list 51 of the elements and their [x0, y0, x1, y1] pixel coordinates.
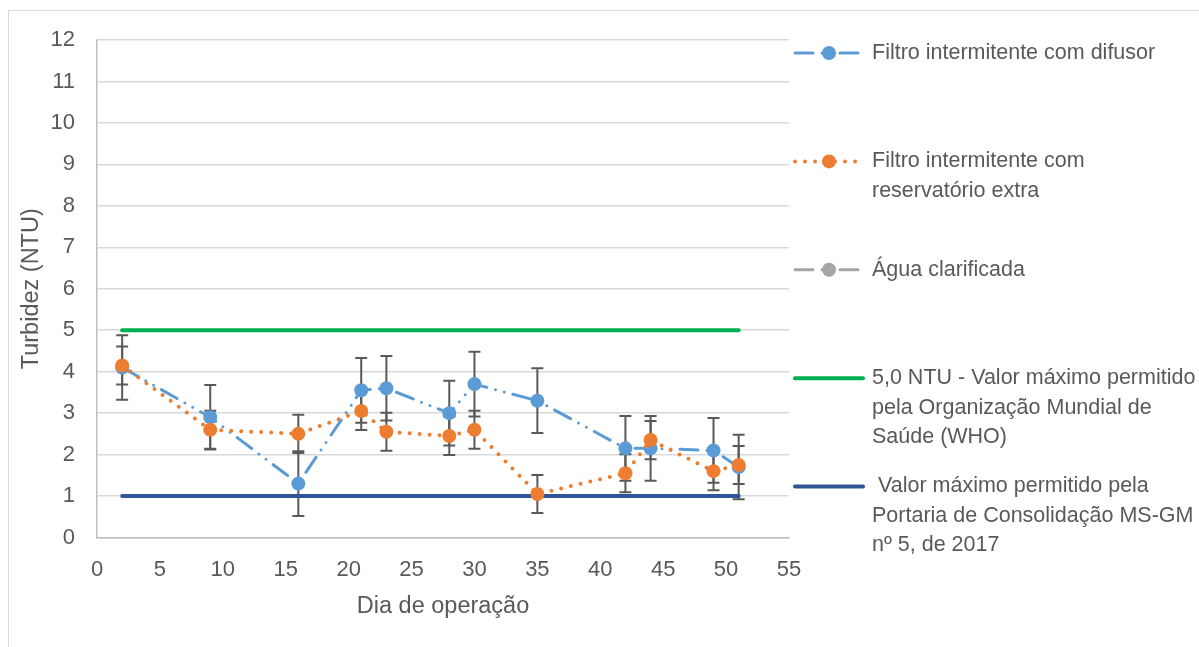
point: [203, 410, 218, 425]
y-tick-label: 12: [50, 26, 75, 52]
y-tick-label: 0: [62, 523, 75, 549]
x-tick-label: 35: [525, 555, 550, 581]
y-tick-label: 9: [62, 150, 75, 176]
point: [291, 426, 306, 441]
point: [379, 424, 394, 439]
point: [467, 377, 482, 392]
legend-label: 5,0 NTU - Valor máximo permitido pela Organização Mundial de Saúde (WHO): [872, 365, 1196, 449]
y-tick-label: 8: [62, 191, 75, 217]
x-tick-label: 10: [210, 555, 236, 581]
x-tick-label: 20: [336, 555, 361, 581]
y-tick-label: 2: [62, 440, 75, 466]
point: [354, 383, 369, 398]
legend-label: Água clarificada: [872, 255, 1026, 281]
point: [379, 381, 394, 396]
x-tick-label: 55: [776, 555, 802, 581]
point: [203, 422, 218, 437]
x-tick-label: 25: [399, 555, 424, 581]
point: [618, 466, 633, 481]
point: [467, 422, 482, 437]
x-tick-label: 45: [650, 555, 676, 581]
x-tick-label: 0: [90, 555, 104, 581]
point: [291, 476, 306, 491]
x-tick-label: 15: [273, 555, 298, 581]
x-tick-label: 5: [153, 555, 167, 581]
y-tick-label: 5: [62, 316, 75, 342]
x-axis-title: Dia de operação: [356, 592, 530, 619]
point: [442, 428, 457, 443]
point: [530, 393, 545, 408]
point: [706, 443, 721, 458]
y-tick-label: 3: [62, 399, 75, 425]
x-tick-label: 30: [462, 555, 487, 581]
y-tick-label: 1: [62, 482, 75, 508]
point: [643, 433, 658, 448]
y-tick-label: 4: [62, 357, 75, 383]
point: [354, 404, 369, 419]
x-tick-label: 50: [713, 555, 739, 581]
y-tick-label: 10: [50, 108, 75, 134]
point: [706, 464, 721, 479]
point: [530, 486, 545, 501]
y-tick-label: 7: [62, 233, 75, 259]
y-axis-title: Turbidez (NTU): [16, 208, 43, 370]
point: [618, 441, 633, 456]
y-tick-label: 11: [52, 67, 75, 93]
legend-label: Valor máximo permitido pela Portaria de Consolidação MS-GM nº 5, de 2017: [872, 473, 1194, 557]
legend-label: Filtro intermitente com reservatório extra: [872, 148, 1085, 202]
x-tick-label: 40: [588, 555, 613, 581]
y-tick-label: 6: [62, 274, 75, 300]
legend-label: Filtro intermitente com difusor: [872, 39, 1156, 64]
point: [442, 406, 457, 421]
